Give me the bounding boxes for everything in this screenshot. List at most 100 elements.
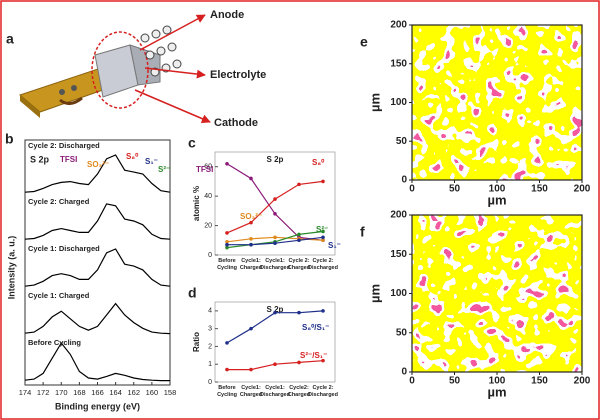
x-tick-label: Before Cycling — [217, 258, 237, 271]
spectrum — [24, 302, 171, 335]
x-tick-label: 158 — [164, 388, 177, 397]
cathode-label: Cathode — [214, 117, 258, 129]
series-label: TFSI — [196, 165, 213, 174]
eds-map — [412, 25, 582, 180]
panel-label: c — [188, 135, 196, 151]
y-tick-label: 60 — [204, 164, 212, 171]
peak-label: SO₃²⁻ — [87, 160, 109, 169]
y-tick-label: 0 — [208, 252, 212, 259]
panel-label: f — [360, 224, 365, 240]
x-tick-label: 0 — [409, 376, 415, 387]
spectra-title: S 2p — [30, 154, 50, 164]
y-tick-label: 20 — [204, 222, 212, 229]
y-tick-label: 4 — [208, 308, 212, 315]
y-tick-label: 2 — [208, 343, 212, 350]
x-axis-label: Binding energy (eV) — [55, 401, 140, 411]
data-point — [321, 358, 325, 363]
x-tick-label: Cycle1: Charged — [240, 385, 262, 398]
x-tick-label: 170 — [55, 388, 68, 397]
spectrum-label: Cycle 1: Charged — [28, 291, 90, 300]
chart-title: S 2p — [267, 305, 284, 314]
electrolyte-label: Electrolyte — [210, 69, 266, 81]
x-tick-label: 166 — [91, 388, 104, 397]
data-point — [225, 239, 229, 244]
x-tick-label: Cycle 2: Discharged — [308, 385, 338, 398]
data-point — [297, 360, 301, 365]
x-tick-label: 174 — [19, 388, 32, 397]
data-point — [249, 326, 253, 331]
peak-label: S₈⁰ — [126, 152, 139, 161]
data-point — [321, 235, 325, 240]
data-point — [297, 232, 301, 237]
data-point — [297, 182, 301, 187]
x-tick-label: 0 — [409, 184, 415, 195]
data-point — [225, 231, 229, 235]
spectrum-label: Cycle 1: Discharged — [28, 244, 100, 253]
x-axis-label: µm — [487, 192, 506, 207]
y-axis-label: Ratio — [192, 332, 201, 352]
series-label: SO₃²⁻ — [240, 212, 262, 221]
data-point — [273, 212, 277, 216]
y-tick-label: 150 — [390, 249, 407, 260]
y-tick-label: 200 — [390, 210, 407, 221]
series-label: S²⁻ — [316, 225, 328, 234]
panel-label: a — [6, 31, 14, 47]
plot-frame — [24, 139, 171, 386]
plot-frame — [214, 301, 336, 383]
y-tick-label: 40 — [204, 193, 212, 200]
x-tick-label: Cycle2: Charged — [288, 385, 310, 398]
x-tick-label: 160 — [146, 388, 159, 397]
data-point — [321, 309, 325, 313]
data-point — [297, 310, 301, 315]
data-point — [321, 179, 325, 184]
x-tick-label: 200 — [574, 376, 591, 387]
series-label: S₈⁰/S₁⁻ — [302, 323, 329, 332]
x-tick-label: 100 — [489, 376, 506, 387]
peak-label: S²⁻ — [158, 165, 170, 174]
x-tick-label: 172 — [37, 388, 50, 397]
spectrum-label: Cycle 2: Charged — [28, 197, 90, 206]
y-tick-label: 0 — [401, 175, 407, 186]
peak-label: TFSI — [60, 155, 77, 164]
data-point — [321, 229, 325, 234]
data-point — [249, 367, 253, 372]
x-tick-label: 50 — [449, 184, 461, 195]
y-axis-label: µm — [367, 93, 382, 112]
eds-map — [412, 215, 582, 372]
x-tick-label: Before Cycling — [217, 385, 237, 398]
data-point — [273, 310, 277, 315]
data-point — [249, 237, 253, 241]
y-axis-label: atomic % — [192, 186, 201, 221]
data-point — [249, 176, 253, 181]
data-point — [273, 241, 277, 246]
x-tick-label: 168 — [73, 388, 86, 397]
y-axis-label: µm — [367, 284, 382, 303]
spectrum — [24, 203, 171, 240]
panel-label: b — [5, 131, 14, 147]
y-tick-label: 100 — [390, 288, 407, 299]
x-tick-label: Cycle 2: Charged — [288, 258, 310, 271]
y-tick-label: 50 — [396, 327, 408, 338]
x-tick-label: 162 — [127, 388, 140, 397]
y-tick-label: 150 — [390, 58, 407, 69]
data-point — [273, 362, 277, 367]
data-point — [273, 235, 277, 240]
y-tick-label: 0 — [208, 379, 212, 386]
y-tick-label: 200 — [390, 20, 407, 31]
data-point — [297, 238, 301, 243]
series-label: S₈⁰ — [312, 158, 325, 167]
y-tick-label: 0 — [401, 367, 407, 378]
series-label: S²⁻/S₁⁻ — [300, 351, 327, 360]
spectrum — [24, 154, 171, 193]
x-tick-label: Cycle 2: Discharged — [308, 258, 338, 271]
panel-label: e — [360, 34, 368, 50]
data-point — [225, 245, 229, 250]
x-tick-label: Cycle1: Charged — [240, 258, 262, 271]
spectrum — [24, 341, 170, 382]
x-tick-label: 50 — [449, 376, 461, 387]
data-point — [225, 242, 229, 247]
series-label: S₁⁻ — [328, 241, 341, 250]
peak-label: S₁⁻ — [145, 157, 158, 166]
x-tick-label: Cycle1: Discharged — [260, 385, 290, 398]
